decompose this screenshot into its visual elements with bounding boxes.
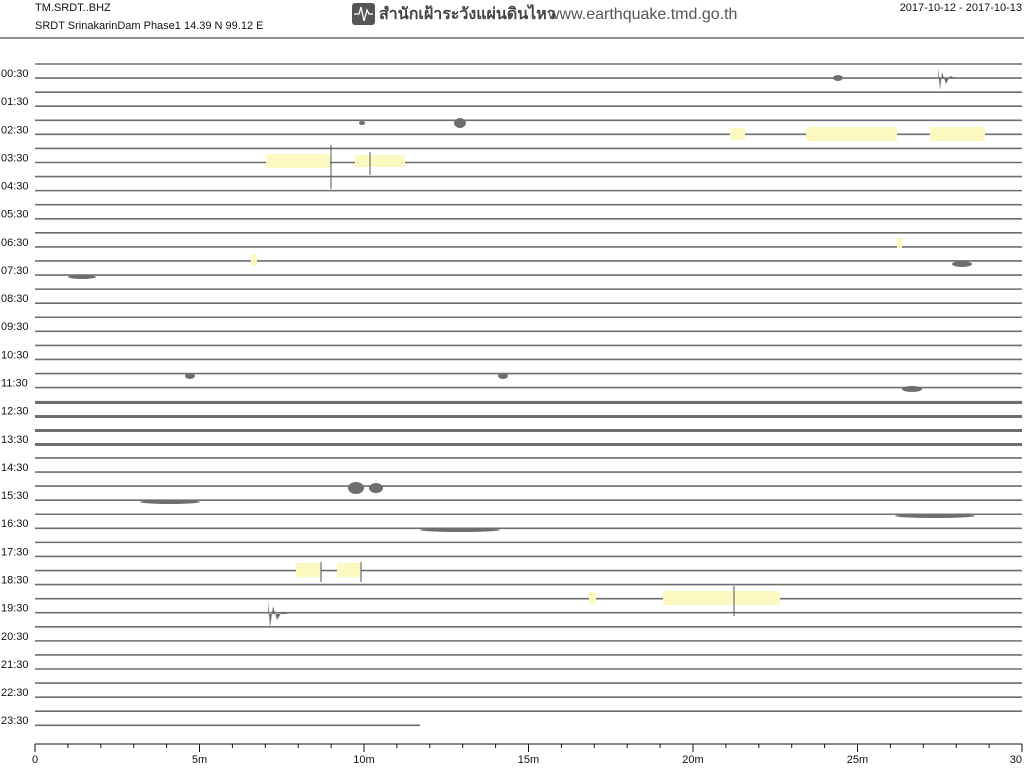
row-label: 03:30 bbox=[1, 152, 29, 164]
row-label: 06:30 bbox=[1, 237, 29, 249]
events bbox=[251, 127, 985, 605]
waveform-bursts bbox=[35, 67, 1022, 628]
row-label: 20:30 bbox=[1, 631, 29, 643]
x-tick-label: 5m bbox=[192, 754, 207, 766]
row-label: 12:30 bbox=[1, 406, 29, 418]
row-label: 16:30 bbox=[1, 518, 29, 530]
row-label: 05:30 bbox=[1, 209, 29, 221]
row-label: 00:30 bbox=[1, 68, 29, 80]
row-label: 17:30 bbox=[1, 546, 29, 558]
row-label: 22:30 bbox=[1, 687, 29, 699]
agency: สำนักเฝ้าระวังแผ่นดินไหว bbox=[379, 4, 556, 23]
row-label: 18:30 bbox=[1, 574, 29, 586]
website: www.earthquake.tmd.go.th bbox=[547, 6, 737, 23]
row-label: 21:30 bbox=[1, 659, 29, 671]
station: TM.SRDT..BHZ bbox=[35, 2, 111, 14]
x-tick-label: 15m bbox=[518, 754, 539, 766]
row-label: 13:30 bbox=[1, 434, 29, 446]
x-axis: 0 5m 10m 15m 20m 25m 30 bbox=[32, 743, 1023, 766]
row-label: 19:30 bbox=[1, 603, 29, 615]
row-label: 10:30 bbox=[1, 349, 29, 361]
x-tick-label: 25m bbox=[847, 754, 868, 766]
row-label: 07:30 bbox=[1, 265, 29, 277]
row-label: 23:30 bbox=[1, 715, 29, 727]
site: SRDT SrinakarinDam Phase1 14.39 N 99.12 … bbox=[35, 20, 263, 32]
row-label: 01:30 bbox=[1, 96, 29, 108]
row-label: 08:30 bbox=[1, 293, 29, 305]
x-tick-label: 10m bbox=[353, 754, 374, 766]
logo bbox=[352, 3, 375, 25]
x-tick-label: 20m bbox=[682, 754, 703, 766]
row-label: 09:30 bbox=[1, 321, 29, 333]
traces: 00:30 01:30 02:30 03:30 04:30 05:30 06:30 07:30… bbox=[1, 63, 1022, 727]
row-label: 14:30 bbox=[1, 462, 29, 474]
x-tick-label: 30 bbox=[1010, 754, 1022, 766]
row-label: 02:30 bbox=[1, 124, 29, 136]
row-label: 11:30 bbox=[1, 378, 28, 390]
row-label: 04:30 bbox=[1, 181, 29, 193]
x-tick-label: 0 bbox=[32, 754, 38, 766]
date-range: 2017-10-12 - 2017-10-13 bbox=[900, 2, 1022, 14]
row-label: 15:30 bbox=[1, 490, 29, 502]
